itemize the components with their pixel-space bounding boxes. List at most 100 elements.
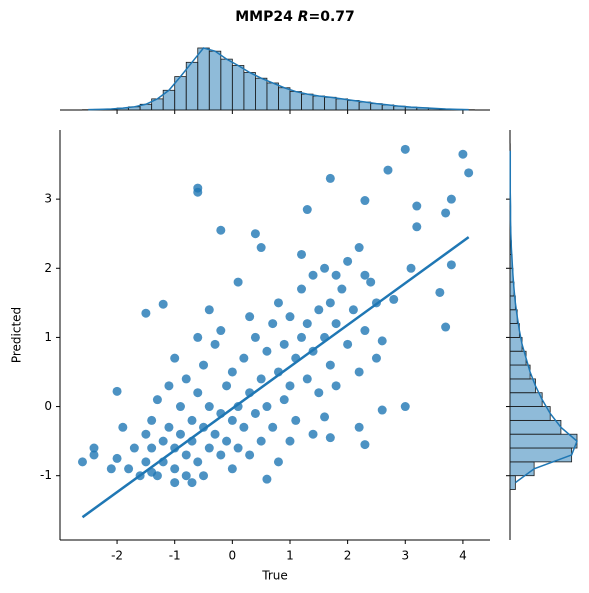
scatter-point xyxy=(141,308,151,318)
scatter-point xyxy=(308,429,318,439)
scatter-point xyxy=(325,433,335,443)
scatter-point xyxy=(233,402,243,412)
scatter-point xyxy=(320,412,330,422)
scatter-point xyxy=(325,298,335,308)
scatter-point xyxy=(233,277,243,287)
hist-bar xyxy=(324,96,337,111)
kde-line xyxy=(88,47,469,111)
scatter-point xyxy=(181,471,191,481)
scatter-point xyxy=(170,464,180,474)
hist-bar xyxy=(509,461,535,477)
scatter-point xyxy=(250,229,260,239)
scatter-point xyxy=(446,260,456,270)
scatter-point xyxy=(170,353,180,363)
scatter-point xyxy=(354,367,364,377)
scatter-point xyxy=(279,395,289,405)
scatter-point xyxy=(371,353,381,363)
scatter-point xyxy=(187,415,197,425)
scatter-point xyxy=(273,457,283,467)
hist-bar xyxy=(509,406,551,421)
hist-bar xyxy=(208,50,222,111)
scatter-point xyxy=(204,443,214,453)
scatter-point xyxy=(360,326,370,336)
scatter-point xyxy=(291,415,301,425)
scatter-point xyxy=(193,457,203,467)
x-tick-label: -2 xyxy=(111,549,123,563)
hist-bar xyxy=(289,91,302,111)
scatter-point xyxy=(210,429,220,439)
scatter-point xyxy=(337,284,347,294)
scatter-point xyxy=(285,436,295,446)
scatter-point xyxy=(256,243,266,253)
x-axis-label: True xyxy=(261,569,288,583)
scatter-point xyxy=(325,173,335,183)
hist-bar xyxy=(509,350,527,366)
scatter-point xyxy=(210,339,220,349)
scatter-point xyxy=(435,287,445,297)
scatter-point xyxy=(216,450,226,460)
scatter-point xyxy=(377,336,387,346)
hist-bar xyxy=(266,82,279,111)
scatter-point xyxy=(187,478,197,488)
scatter-point xyxy=(239,353,249,363)
scatter-point xyxy=(193,388,203,398)
hist-bar xyxy=(255,77,268,111)
scatter-point xyxy=(112,386,122,396)
scatter-point xyxy=(193,183,203,193)
title-part: MMP24 xyxy=(235,9,297,25)
scatter-point xyxy=(412,222,422,232)
scatter-point xyxy=(400,144,410,154)
y-tick-label: 1 xyxy=(44,330,52,344)
scatter-point xyxy=(308,270,318,280)
hist-bar xyxy=(509,433,578,449)
hist-bar xyxy=(509,364,531,380)
scatter-point xyxy=(204,305,214,315)
y-tick-label: 3 xyxy=(44,192,52,206)
x-tick-label: -1 xyxy=(169,549,181,563)
scatter-point xyxy=(77,457,87,467)
scatter-point xyxy=(199,360,209,370)
scatter-point xyxy=(441,208,451,218)
scatter-point xyxy=(331,270,341,280)
scatter-point xyxy=(366,277,376,287)
hist-bar xyxy=(509,337,523,352)
scatter-point xyxy=(152,395,162,405)
hist-bar xyxy=(509,378,536,394)
scatter-point xyxy=(279,339,289,349)
scatter-point xyxy=(222,436,232,446)
y-tick-label: 0 xyxy=(44,399,52,413)
hist-bar xyxy=(312,95,325,111)
hist-bar xyxy=(509,419,562,435)
y-tick-label: 2 xyxy=(44,261,52,275)
scatter-point xyxy=(360,196,370,206)
scatter-point xyxy=(331,381,341,391)
hist-bar xyxy=(243,72,256,111)
scatter-point xyxy=(245,312,255,322)
regression-line xyxy=(81,236,470,519)
scatter-point xyxy=(199,471,209,481)
scatter-point xyxy=(325,360,335,370)
scatter-point xyxy=(285,381,295,391)
x-tick-label: 2 xyxy=(344,549,352,563)
scatter-point xyxy=(89,450,99,460)
x-tick-label: 0 xyxy=(229,549,237,563)
scatter-point xyxy=(256,436,266,446)
hist-bar xyxy=(220,58,233,111)
scatter-point xyxy=(164,422,174,432)
scatter-point xyxy=(348,305,358,315)
scatter-point xyxy=(158,436,168,446)
scatter-point xyxy=(354,422,364,432)
chart-title: MMP24 R=0.77 xyxy=(235,9,355,25)
scatter-point xyxy=(216,225,226,235)
scatter-point xyxy=(464,168,474,178)
scatter-point xyxy=(216,326,226,336)
scatter-point xyxy=(412,201,422,211)
scatter-point xyxy=(360,440,370,450)
hist-bar xyxy=(278,87,291,111)
scatter-point xyxy=(383,165,393,175)
scatter-point xyxy=(227,415,237,425)
scatter-point xyxy=(297,284,307,294)
scatter-point xyxy=(400,402,410,412)
scatter-point xyxy=(170,443,180,453)
hist-bar xyxy=(301,93,314,111)
